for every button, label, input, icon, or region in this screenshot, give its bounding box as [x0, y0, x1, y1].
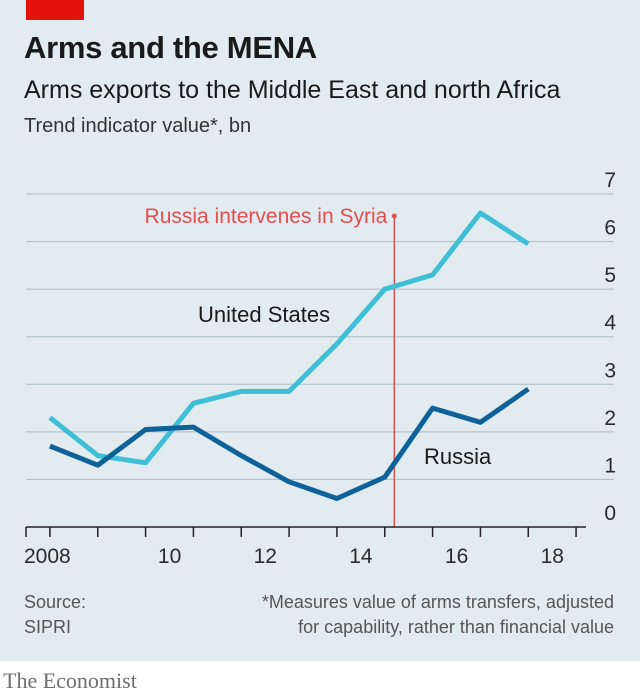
- series-label-russia: Russia: [424, 444, 492, 469]
- x-tick-label: 2008: [24, 545, 71, 568]
- y-tick-label: 4: [604, 312, 616, 335]
- gridlines: [26, 193, 614, 480]
- source-name: SIPRI: [24, 617, 72, 637]
- y-tick-label: 2: [604, 407, 616, 430]
- annotation-marker: [391, 213, 397, 219]
- y-tick-label: 1: [604, 454, 616, 477]
- x-tick-label: 14: [349, 545, 373, 568]
- chart-subtitle: Arms exports to the Middle East and nort…: [24, 76, 561, 104]
- source-label: Source:: [24, 592, 87, 612]
- series-lines: [48, 210, 530, 501]
- chart-title: Arms and the MENA: [24, 30, 317, 65]
- series-line-united-states: [48, 210, 530, 466]
- chart-units: Trend indicator value*, bn: [24, 115, 252, 137]
- brand-red-tag: [26, 0, 84, 20]
- footnote-line-1: *Measures value of arms transfers, adjus…: [261, 592, 614, 612]
- x-tick-label: 18: [541, 545, 564, 568]
- y-tick-label: 5: [604, 264, 616, 287]
- source-note: Source: SIPRI: [24, 590, 86, 640]
- x-tick-label: 12: [254, 545, 277, 568]
- annotation-label: Russia intervenes in Syria: [145, 205, 388, 228]
- y-tick-label: 7: [604, 169, 616, 192]
- syria-annotation: Russia intervenes in Syria: [145, 205, 397, 527]
- brand-wordmark: The Economist: [3, 668, 137, 693]
- x-tick-label: 10: [158, 545, 181, 568]
- x-tick-label: 16: [445, 545, 468, 568]
- y-tick-labels: 0 1 2 3 4 5 6 7: [604, 169, 616, 525]
- footnote-line-2: for capability, rather than financial va…: [298, 617, 614, 637]
- y-tick-label: 6: [604, 217, 616, 240]
- series-label-united-states: United States: [198, 302, 330, 327]
- chart-panel: [0, 0, 640, 661]
- y-tick-label: 0: [604, 502, 616, 525]
- series-line-russia: [48, 386, 530, 501]
- y-tick-label: 3: [604, 359, 616, 382]
- x-axis-ticks: 2008 10 12 14 16 18: [24, 527, 577, 568]
- footnote: *Measures value of arms transfers, adjus…: [194, 590, 614, 640]
